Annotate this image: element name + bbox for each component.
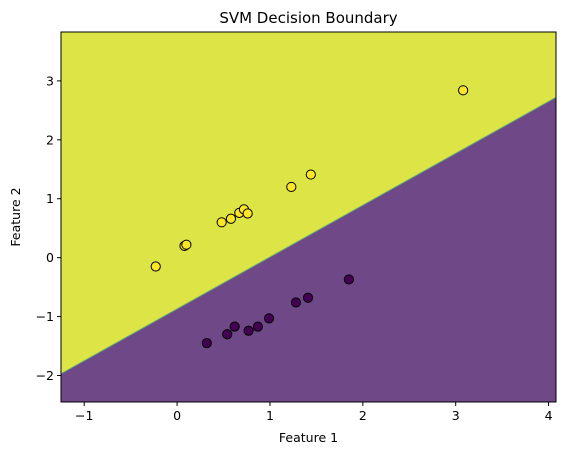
plot-frame bbox=[60, 31, 557, 403]
y-tick-label: −2 bbox=[36, 368, 54, 383]
x-tick-label: 1 bbox=[266, 408, 274, 423]
class-0-point bbox=[252, 321, 263, 332]
class-0-region bbox=[61, 97, 556, 403]
chart-title: SVM Decision Boundary bbox=[219, 9, 397, 27]
class-0-point bbox=[229, 321, 240, 332]
class-1-region bbox=[61, 32, 556, 374]
class-0-point bbox=[201, 337, 212, 349]
x-tick-label: 0 bbox=[173, 408, 181, 423]
x-tick-label: 2 bbox=[359, 408, 367, 423]
class-1-point bbox=[181, 239, 192, 250]
scatter-points bbox=[150, 85, 469, 349]
class-0-point bbox=[222, 329, 233, 340]
class-1-point bbox=[225, 213, 237, 224]
y-tick-label: 2 bbox=[46, 132, 54, 147]
class-0-point bbox=[343, 274, 354, 285]
decision-boundary-line bbox=[60, 96, 557, 375]
x-axis-label: Feature 1 bbox=[279, 430, 338, 445]
class-0-point bbox=[290, 297, 302, 308]
class-0-point bbox=[263, 313, 275, 324]
class-0-point bbox=[302, 292, 314, 303]
x-tick-label: 4 bbox=[545, 408, 553, 423]
y-tick-label: −1 bbox=[36, 309, 54, 324]
class-1-point bbox=[458, 85, 469, 96]
x-tick-label: −1 bbox=[75, 408, 93, 423]
class-1-point bbox=[216, 217, 227, 228]
y-axis-ticks: −2 −1 0 1 2 3 bbox=[36, 73, 61, 383]
x-axis-ticks: −1 0 1 2 3 4 bbox=[75, 402, 553, 423]
y-tick-label: 0 bbox=[46, 250, 54, 265]
class-0-point bbox=[243, 325, 254, 336]
y-axis-label: Feature 2 bbox=[8, 187, 23, 246]
class-1-point bbox=[305, 169, 316, 180]
class-1-point bbox=[150, 261, 161, 272]
decision-regions bbox=[60, 32, 557, 403]
x-tick-label: 3 bbox=[452, 408, 460, 423]
class-1-point bbox=[286, 181, 297, 193]
y-tick-label: 3 bbox=[46, 73, 54, 88]
class-1-point bbox=[242, 208, 253, 219]
y-tick-label: 1 bbox=[46, 191, 54, 206]
